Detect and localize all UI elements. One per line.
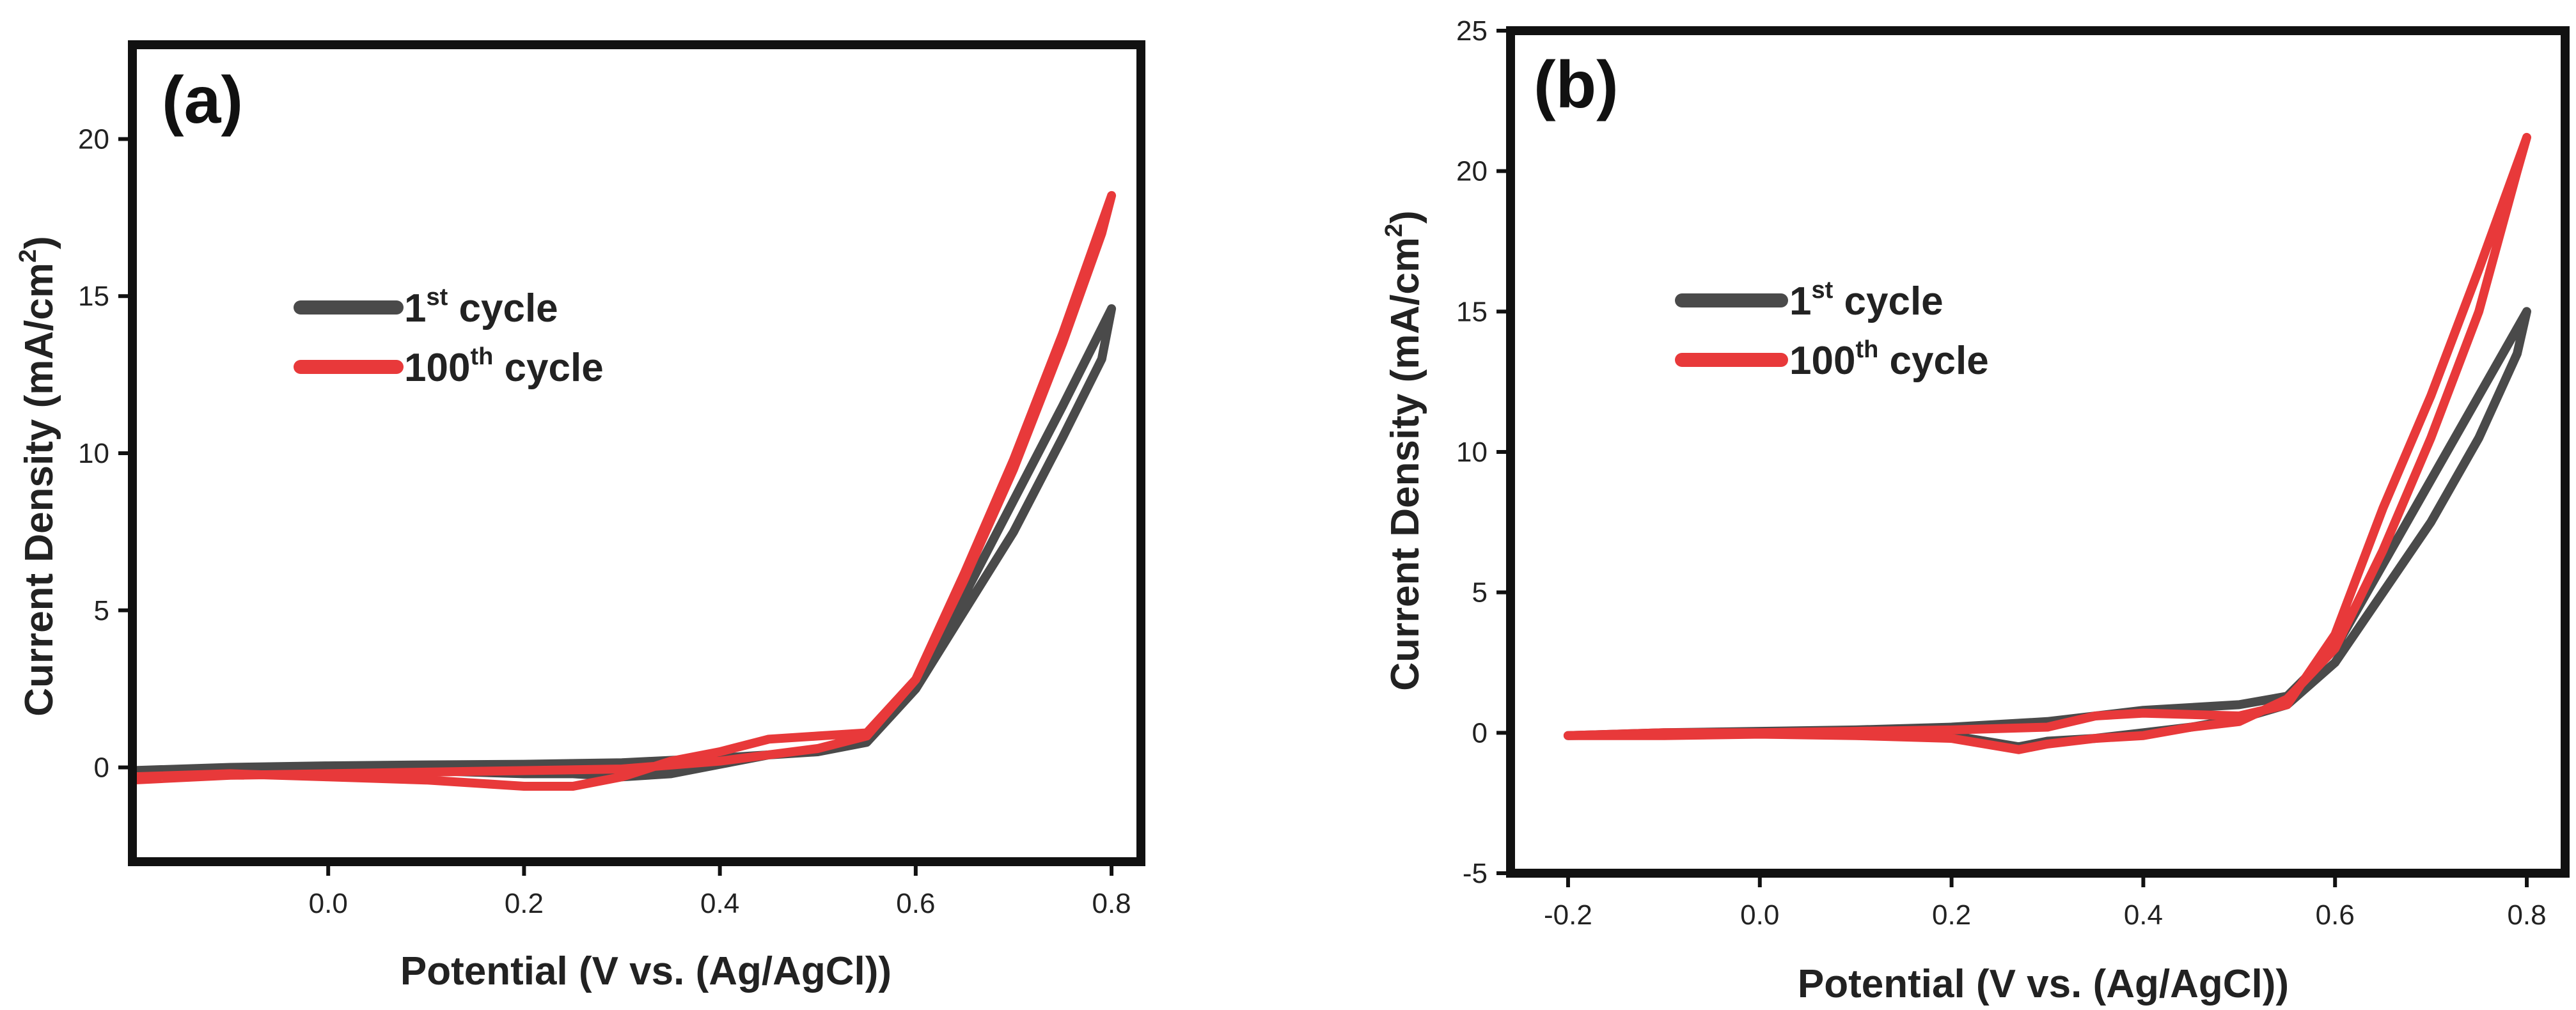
panel-a-y-tick-label: 10	[78, 438, 109, 469]
panel-b-y-tick-label: 20	[1456, 156, 1488, 187]
panel-a-x-tick-label: 0.6	[896, 888, 935, 919]
panel-b-y-tick-label: 0	[1472, 717, 1488, 749]
panel-a-x-tick-label: 0.8	[1092, 888, 1131, 919]
panel-b-legend: 1st cycle 100th cycle	[1675, 277, 1989, 383]
panel-a-y-axis-label: Current Density (mA/cm2)	[15, 236, 61, 717]
panel-b: -0.2 0.0 0.2 0.4 0.6 0.8 -5 0 5 10 15 20 25 (b) Pote…	[1381, 15, 2570, 1006]
panel-b-y-tick-label: 25	[1456, 15, 1488, 47]
panel-a-x-tick-label: 0.0	[309, 888, 348, 919]
panel-b-x-tick-label: -0.2	[1544, 899, 1592, 931]
panel-a: 0.0 0.2 0.4 0.6 0.8 0 5 10 15 20 (a) Potential (V…	[15, 40, 1145, 993]
panel-b-y-tick-label: 15	[1456, 296, 1488, 327]
panel-a-y-axis-label-main: Current Density (mA/cm	[17, 263, 61, 717]
panel-a-plot-frame	[128, 40, 1145, 866]
panel-a-y-tick-label: 5	[94, 595, 109, 626]
panel-a-series-100th-cycle	[128, 190, 1117, 791]
panel-a-x-tick-label: 0.2	[505, 888, 544, 919]
panel-a-y-tick-label: 20	[78, 123, 109, 155]
panel-b-label: (b)	[1534, 48, 1619, 122]
panel-b-y-tick-label: -5	[1463, 858, 1488, 889]
panel-b-series-1st-cycle	[1563, 307, 2531, 752]
panel-b-legend-label-100th-cycle: 100th cycle	[1789, 336, 1989, 383]
panel-b-x-tick-label: 0.6	[2316, 899, 2355, 931]
panel-a-y-tick-label: 0	[94, 752, 109, 784]
panel-b-legend-label-1st-cycle: 1st cycle	[1789, 277, 1944, 323]
panel-b-x-tick-label: 0.8	[2507, 899, 2546, 931]
panel-b-series	[1563, 132, 2531, 754]
panel-a-series-1st-cycle	[128, 304, 1117, 782]
panel-b-ticks: -0.2 0.0 0.2 0.4 0.6 0.8 -5 0 5 10 15 20 25	[1456, 15, 2547, 931]
panel-a-label: (a)	[162, 63, 243, 137]
panel-a-x-axis-label: Potential (V vs. (Ag/AgCl))	[400, 949, 891, 993]
panel-b-y-axis-label-main: Current Density (mA/cm	[1383, 237, 1427, 691]
panel-b-y-axis-label-sup: 2	[1381, 224, 1408, 237]
panel-b-x-tick-label: 0.4	[2124, 899, 2163, 931]
panel-b-x-tick-label: 0.2	[1932, 899, 1971, 931]
panel-b-x-axis-label: Potential (V vs. (Ag/AgCl))	[1798, 962, 2289, 1006]
panel-a-legend-label-100th-cycle: 100th cycle	[404, 343, 604, 390]
panel-a-y-axis-label-close: )	[17, 236, 61, 249]
panel-b-y-tick-label: 5	[1472, 577, 1488, 609]
panel-b-y-axis-label: Current Density (mA/cm2)	[1381, 210, 1427, 691]
panel-a-ticks: 0.0 0.2 0.4 0.6 0.8 0 5 10 15 20	[78, 123, 1131, 919]
panel-b-y-axis-label-close: )	[1383, 210, 1427, 224]
panel-b-y-tick-label: 10	[1456, 437, 1488, 468]
panel-a-x-tick-label: 0.4	[700, 888, 739, 919]
panel-a-legend-label-1st-cycle: 1st cycle	[404, 284, 558, 330]
panel-b-x-tick-label: 0.0	[1740, 899, 1779, 931]
panel-a-y-axis-label-sup: 2	[15, 249, 42, 263]
panel-a-series	[128, 190, 1117, 791]
panel-b-series-100th-cycle	[1563, 132, 2531, 754]
panel-a-legend: 1st cycle 100th cycle	[294, 284, 604, 390]
panel-a-y-tick-label: 15	[78, 281, 109, 312]
